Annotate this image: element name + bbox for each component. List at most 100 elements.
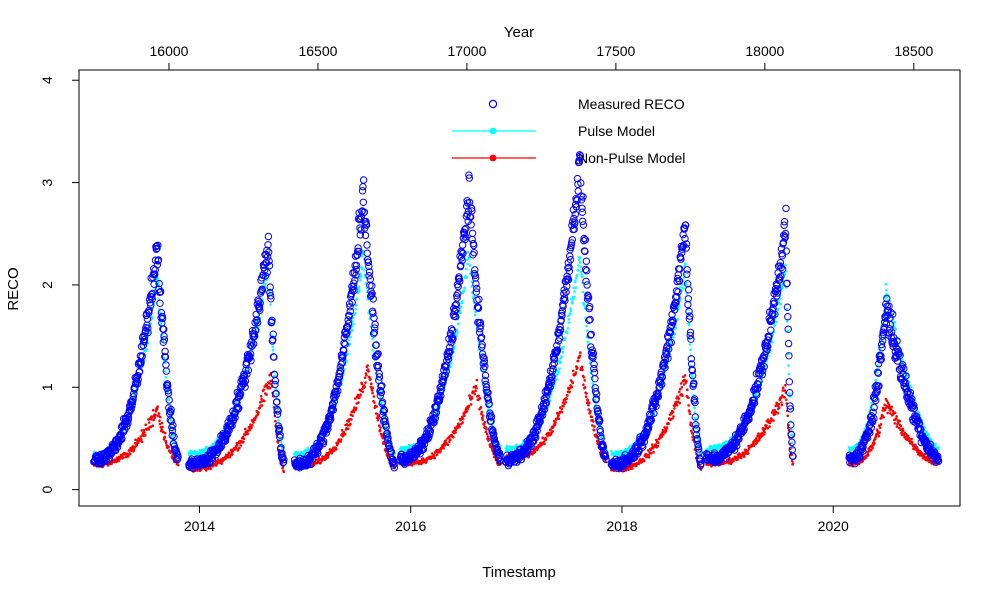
data-point [332, 390, 341, 399]
data-point [440, 372, 448, 380]
data-point [566, 327, 570, 330]
data-point [165, 396, 173, 404]
data-point [138, 352, 146, 360]
data-point [484, 396, 493, 404]
data-point [587, 401, 591, 405]
data-point [927, 433, 930, 436]
data-point [893, 321, 897, 324]
data-point [647, 456, 651, 459]
data-point [334, 448, 338, 451]
data-point [271, 377, 280, 385]
data-point [652, 402, 660, 410]
data-point [340, 339, 348, 347]
data-point [898, 419, 901, 423]
data-point [683, 374, 687, 377]
data-point [784, 383, 787, 387]
data-point [124, 413, 133, 422]
data-point [352, 265, 360, 274]
data-point [344, 316, 352, 324]
data-point [875, 371, 879, 374]
data-point [574, 371, 578, 374]
data-point [158, 314, 167, 323]
data-point [243, 427, 247, 431]
data-point [127, 405, 135, 414]
data-point [590, 360, 598, 369]
data-point [881, 413, 884, 417]
data-point [263, 399, 266, 403]
data-point [457, 322, 460, 326]
data-point [882, 416, 885, 419]
data-point [454, 282, 462, 291]
data-point [763, 427, 767, 431]
data-point [650, 409, 658, 418]
data-point [918, 454, 922, 457]
data-point [571, 297, 575, 301]
data-point [348, 298, 356, 307]
data-point [763, 431, 766, 434]
data-point [461, 235, 469, 244]
data-point [674, 326, 677, 330]
data-point [691, 413, 699, 421]
data-point [259, 400, 262, 404]
data-point [466, 262, 469, 266]
data-point [566, 332, 569, 335]
data-point [477, 333, 486, 341]
data-point [671, 410, 675, 414]
data-point [279, 440, 283, 443]
data-point [481, 414, 485, 418]
data-point [693, 406, 696, 410]
data-point [579, 217, 587, 226]
data-point [352, 322, 355, 326]
data-point [527, 442, 535, 451]
data-point [578, 354, 582, 358]
data-point [370, 328, 379, 337]
data-point [533, 450, 537, 454]
data-point [585, 392, 588, 395]
data-point [330, 397, 339, 405]
data-point [236, 390, 245, 398]
data-point [685, 315, 694, 323]
data-point [579, 221, 588, 229]
data-point [478, 350, 487, 358]
data-point [231, 413, 239, 422]
data-point [662, 433, 665, 436]
data-point [357, 285, 361, 289]
data-point [271, 380, 279, 389]
data-point [593, 398, 597, 402]
data-point [157, 412, 161, 415]
data-point [470, 396, 474, 399]
data-point [439, 375, 448, 384]
data-point [660, 358, 668, 367]
data-point [886, 401, 890, 405]
data-point [371, 320, 379, 329]
data-point [166, 407, 174, 415]
data-point [243, 370, 251, 378]
data-point [766, 418, 770, 422]
data-point [268, 316, 276, 324]
data-point [128, 400, 136, 408]
data-point [915, 446, 919, 449]
data-point [472, 280, 480, 288]
data-point [151, 415, 154, 419]
data-point [909, 385, 913, 389]
data-point [275, 392, 278, 396]
data-point [466, 250, 470, 254]
data-point [454, 290, 462, 298]
data-point [354, 397, 357, 400]
data-point [367, 370, 370, 373]
data-point [558, 311, 566, 320]
data-point [785, 320, 789, 323]
data-point [359, 176, 368, 184]
data-point [680, 385, 684, 389]
data-point [451, 301, 459, 309]
data-point [360, 382, 364, 386]
data-point [593, 390, 601, 398]
data-point [884, 407, 887, 410]
data-point [252, 421, 255, 424]
data-point [358, 278, 362, 282]
data-point [682, 244, 690, 252]
data-point [550, 359, 558, 368]
data-point [697, 460, 705, 468]
data-point [363, 385, 366, 389]
data-point [586, 331, 595, 339]
